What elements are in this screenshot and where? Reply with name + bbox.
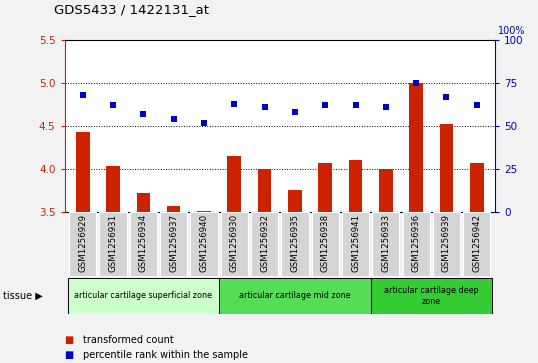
Point — [381, 104, 390, 110]
Bar — [251, 212, 278, 276]
Bar — [130, 212, 157, 276]
Text: GSM1256942: GSM1256942 — [472, 214, 482, 272]
Point — [200, 120, 208, 126]
Text: ■: ■ — [65, 350, 74, 360]
Bar — [402, 212, 430, 276]
Point — [351, 102, 360, 108]
Text: GSM1256939: GSM1256939 — [442, 214, 451, 272]
Text: GSM1256937: GSM1256937 — [169, 214, 178, 272]
Bar — [371, 278, 492, 314]
Text: GSM1256936: GSM1256936 — [412, 214, 421, 272]
Bar — [349, 160, 363, 212]
Bar — [281, 212, 309, 276]
Point — [109, 102, 117, 108]
Text: GSM1256935: GSM1256935 — [291, 214, 300, 272]
Bar — [409, 83, 423, 212]
Point — [442, 94, 451, 100]
Point — [139, 111, 147, 117]
Text: ■: ■ — [65, 335, 74, 345]
Bar — [221, 212, 248, 276]
Text: GSM1256932: GSM1256932 — [260, 214, 269, 272]
Point — [260, 104, 269, 110]
Point — [291, 110, 299, 115]
Bar — [68, 278, 219, 314]
Point — [230, 101, 238, 107]
Bar — [433, 212, 460, 276]
Bar — [312, 212, 339, 276]
Bar — [106, 166, 120, 212]
Bar — [197, 211, 211, 212]
Bar — [318, 163, 332, 212]
Bar — [288, 190, 302, 212]
Bar — [342, 212, 369, 276]
Text: articular cartilage deep
zone: articular cartilage deep zone — [384, 286, 479, 306]
Text: articular cartilage mid zone: articular cartilage mid zone — [239, 291, 351, 300]
Bar — [160, 212, 187, 276]
Bar — [470, 163, 484, 212]
Point — [472, 102, 481, 108]
Bar — [219, 278, 371, 314]
Text: GSM1256929: GSM1256929 — [78, 214, 87, 272]
Bar — [100, 212, 126, 276]
Bar — [190, 212, 218, 276]
Text: GSM1256941: GSM1256941 — [351, 214, 360, 272]
Text: percentile rank within the sample: percentile rank within the sample — [83, 350, 249, 360]
Bar — [463, 212, 491, 276]
Point — [79, 92, 87, 98]
Bar — [228, 156, 241, 212]
Bar — [372, 212, 400, 276]
Text: GSM1256931: GSM1256931 — [109, 214, 118, 272]
Text: GSM1256933: GSM1256933 — [381, 214, 391, 272]
Text: 100%: 100% — [498, 26, 525, 36]
Text: articular cartilage superficial zone: articular cartilage superficial zone — [74, 291, 213, 300]
Bar — [258, 169, 272, 212]
Text: GSM1256940: GSM1256940 — [200, 214, 209, 272]
Point — [412, 80, 421, 86]
Text: GSM1256934: GSM1256934 — [139, 214, 148, 272]
Bar — [440, 125, 454, 212]
Text: GDS5433 / 1422131_at: GDS5433 / 1422131_at — [54, 3, 209, 16]
Bar — [167, 206, 180, 212]
Bar — [379, 169, 393, 212]
Bar — [137, 193, 150, 212]
Text: transformed count: transformed count — [83, 335, 174, 345]
Text: GSM1256938: GSM1256938 — [321, 214, 330, 272]
Point — [321, 102, 330, 108]
Point — [169, 117, 178, 122]
Bar — [76, 132, 89, 212]
Bar — [69, 212, 96, 276]
Text: GSM1256930: GSM1256930 — [230, 214, 239, 272]
Text: tissue ▶: tissue ▶ — [3, 291, 43, 301]
